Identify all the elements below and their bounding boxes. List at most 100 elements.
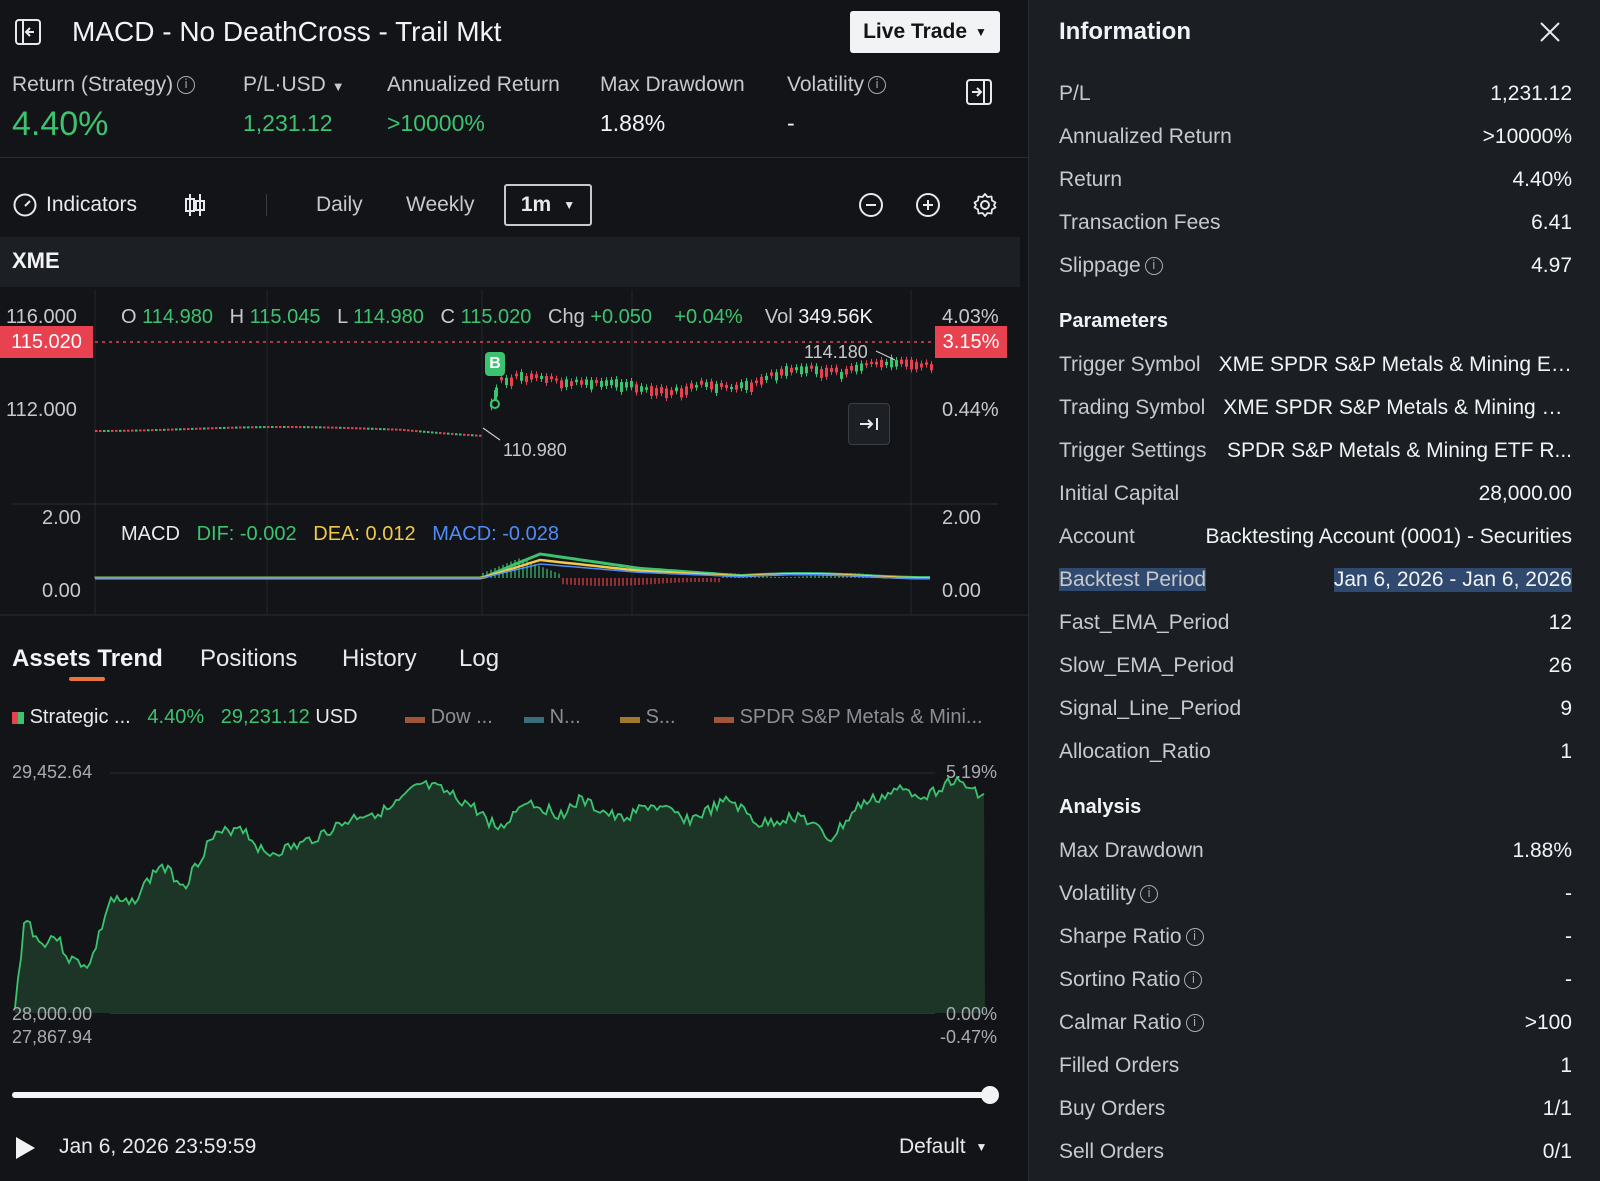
candle (459, 433, 462, 436)
daily-tab[interactable]: Daily (316, 193, 363, 216)
info-row-allocation-ratio: Allocation_Ratio 1 (1059, 737, 1572, 767)
info-row-fast-ema-period: Fast_EMA_Period 12 (1059, 608, 1572, 638)
legend-n[interactable]: ▬ N... (524, 706, 581, 728)
candles-group (95, 354, 933, 437)
candle (431, 431, 434, 434)
candle (107, 429, 110, 432)
indicators-button[interactable]: Indicators (12, 192, 137, 218)
zoom-in-icon[interactable] (915, 192, 941, 223)
candle (780, 368, 783, 376)
candle (151, 429, 154, 432)
playback-slider-handle[interactable] (981, 1086, 999, 1104)
candle (267, 426, 270, 429)
info-row-value: >100 (1524, 1011, 1572, 1034)
tab-log[interactable]: Log (459, 645, 500, 672)
candle (103, 429, 106, 432)
return-label: Return (Strategy) i (12, 73, 196, 97)
candle (199, 427, 202, 430)
pl-value: 1,231.12 (243, 110, 333, 136)
info-icon[interactable]: i (868, 76, 887, 95)
candle (930, 364, 933, 371)
info-row-value: - (1565, 925, 1572, 948)
info-icon[interactable]: i (1184, 971, 1203, 990)
interval-select[interactable]: 1m ▼ (504, 184, 592, 226)
playback-slider-fill (12, 1092, 990, 1098)
info-icon[interactable]: i (1185, 928, 1204, 947)
candle (203, 427, 206, 430)
candle (505, 377, 508, 386)
chevron-down-icon: ▼ (563, 198, 576, 212)
info-row-value: 6.41 (1531, 211, 1572, 234)
expand-panel-icon[interactable] (965, 78, 993, 106)
tab-assets-trend[interactable]: Assets Trend (12, 645, 163, 672)
candlestick-icon[interactable] (182, 192, 208, 218)
candle (395, 428, 398, 431)
legend-strategic[interactable]: Strategic ... 4.40% 29,231.12 USD (12, 706, 358, 729)
candle (605, 380, 608, 386)
candle (235, 426, 238, 429)
info-row-label: Trading Symbol (1059, 396, 1206, 419)
candle (179, 428, 182, 431)
tab-positions[interactable]: Positions (200, 645, 298, 672)
legend-swatch: ▬ (620, 706, 640, 728)
candle (820, 369, 823, 378)
arrow-right-bar-icon (860, 418, 878, 430)
chevron-down-icon: ▼ (975, 25, 987, 39)
pl-currency-dropdown[interactable]: P/L·USD ▼ (243, 73, 345, 96)
legend-s[interactable]: ▬ S... (620, 706, 676, 728)
playback-slider-track[interactable] (12, 1092, 990, 1098)
candle (670, 390, 673, 396)
settings-gear-icon[interactable] (972, 192, 998, 223)
info-row-value: >10000% (1482, 125, 1572, 148)
candle (720, 383, 723, 387)
legend-spdr[interactable]: ▬ SPDR S&P Metals & Mini... (714, 706, 983, 728)
candle (303, 426, 306, 429)
information-panel: Information P/L 1,231.12 Annualized Return… (1028, 0, 1600, 1181)
candle (710, 381, 713, 390)
tab-history[interactable]: History (342, 645, 417, 672)
analysis-heading: Analysis (1059, 796, 1142, 818)
candle (367, 427, 370, 430)
candle (479, 434, 482, 437)
candle (510, 377, 513, 387)
play-icon[interactable] (14, 1136, 36, 1165)
candle (135, 429, 138, 432)
info-icon[interactable]: i (1185, 1014, 1204, 1033)
info-row-label: Slow_EMA_Period (1059, 654, 1235, 677)
candle (207, 427, 210, 430)
zoom-out-icon[interactable] (858, 192, 884, 223)
y-axis-right-tick: 0.44% (942, 399, 999, 421)
candle (171, 428, 174, 431)
candle (790, 367, 793, 373)
info-icon[interactable]: i (177, 76, 196, 95)
candle (805, 366, 808, 374)
legend-dow[interactable]: ▬ Dow ... (405, 706, 493, 728)
candle (475, 434, 478, 437)
candle (251, 426, 254, 429)
candle (570, 381, 573, 387)
macd-lines (94, 552, 930, 586)
parameters-heading: Parameters (1059, 310, 1168, 332)
scroll-to-latest-button[interactable] (848, 403, 890, 445)
candle (227, 426, 230, 429)
speed-dropdown[interactable]: Default ▼ (899, 1135, 988, 1158)
candle (243, 426, 246, 429)
candle (231, 426, 234, 429)
info-row-label: Signal_Line_Period (1059, 697, 1242, 720)
info-icon[interactable]: i (1140, 885, 1159, 904)
info-icon[interactable]: i (1144, 257, 1163, 276)
candle (575, 379, 578, 383)
candle (283, 426, 286, 428)
live-trade-button[interactable]: Live Trade ▼ (850, 11, 1000, 53)
weekly-tab[interactable]: Weekly (406, 193, 475, 216)
candle (555, 378, 558, 381)
collapse-sidebar-icon[interactable] (14, 18, 42, 46)
candle (580, 380, 583, 385)
info-row-slow-ema-period: Slow_EMA_Period 26 (1059, 651, 1572, 681)
candle (925, 362, 928, 365)
close-icon[interactable] (1538, 20, 1562, 49)
candle (610, 379, 613, 386)
candle (119, 429, 122, 432)
assets-y-bottom: 27,867.94 (12, 1027, 93, 1047)
current-price-badge: 115.020 (0, 326, 93, 358)
